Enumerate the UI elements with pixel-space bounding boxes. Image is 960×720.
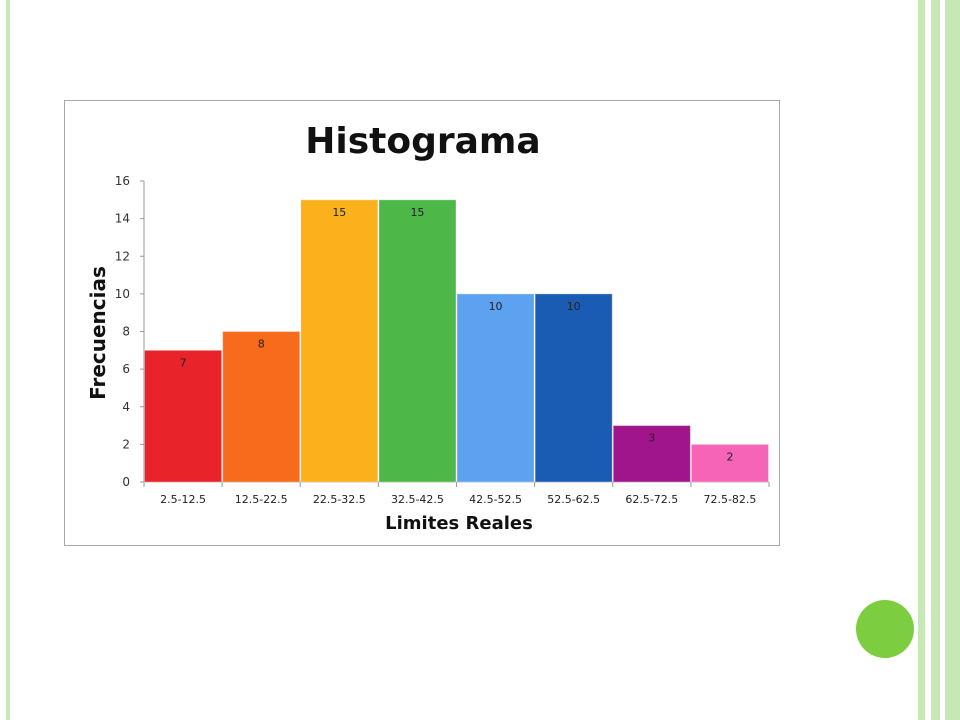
x-tick-label: 42.5-52.5: [469, 493, 522, 506]
x-tick-label: 2.5-12.5: [160, 493, 206, 506]
x-axis-label: Limites Reales: [385, 513, 533, 534]
y-tick-label: 10: [115, 287, 130, 301]
y-axis-label: Frecuencias: [86, 266, 110, 400]
bar-data-label: 2: [726, 450, 733, 463]
x-tick-label: 52.5-62.5: [547, 493, 600, 506]
bar-data-label: 10: [567, 300, 581, 313]
histogram-bar: [300, 199, 379, 483]
y-tick-label: 16: [115, 174, 130, 188]
x-tick-label: 32.5-42.5: [391, 493, 444, 506]
y-tick-label: 2: [122, 437, 130, 451]
data-labels: 7 8 15 15 10 10 3 2: [180, 206, 734, 464]
histogram-bar: [378, 199, 457, 483]
bars: [144, 199, 769, 483]
x-tick-label: 22.5-32.5: [313, 493, 366, 506]
bar-data-label: 15: [332, 206, 346, 219]
y-tick-label: 0: [122, 475, 130, 489]
histogram-bar: [222, 331, 301, 483]
y-tick-label: 12: [115, 249, 130, 263]
left-border-stripe: [6, 0, 10, 720]
histogram-bar: [144, 349, 223, 483]
bar-data-label: 8: [258, 338, 265, 351]
chart-title: Histograma: [305, 121, 540, 162]
histogram-bar: [612, 425, 691, 483]
x-tick-label: 62.5-72.5: [625, 493, 678, 506]
histogram-bar: [534, 293, 613, 483]
x-tick-label: 12.5-22.5: [235, 493, 288, 506]
chart-frame: Histograma Limites Reales Frecuencias 0 2…: [64, 100, 780, 546]
axes: 0 2 4 6 8 10 12 14 16 2.5-12.5 12.5-22.5 22.5-32.5 3…: [115, 174, 770, 506]
y-tick-label: 14: [115, 212, 130, 226]
right-border-stripe: [945, 0, 960, 720]
x-tick-label: 72.5-82.5: [703, 493, 756, 506]
y-tick-label: 4: [122, 400, 130, 414]
decorative-green-circle: [856, 600, 914, 658]
y-tick-label: 6: [122, 362, 130, 376]
right-border-stripe: [931, 0, 940, 720]
histogram-chart: Histograma Limites Reales Frecuencias 0 2…: [86, 121, 770, 534]
bar-data-label: 10: [489, 300, 503, 313]
right-border-stripe: [918, 0, 925, 720]
bar-data-label: 3: [648, 432, 655, 445]
bar-data-label: 15: [410, 206, 424, 219]
y-tick-label: 8: [122, 325, 130, 339]
histogram-bar: [456, 293, 535, 483]
bar-data-label: 7: [180, 356, 187, 369]
histogram-bar: [690, 443, 769, 483]
